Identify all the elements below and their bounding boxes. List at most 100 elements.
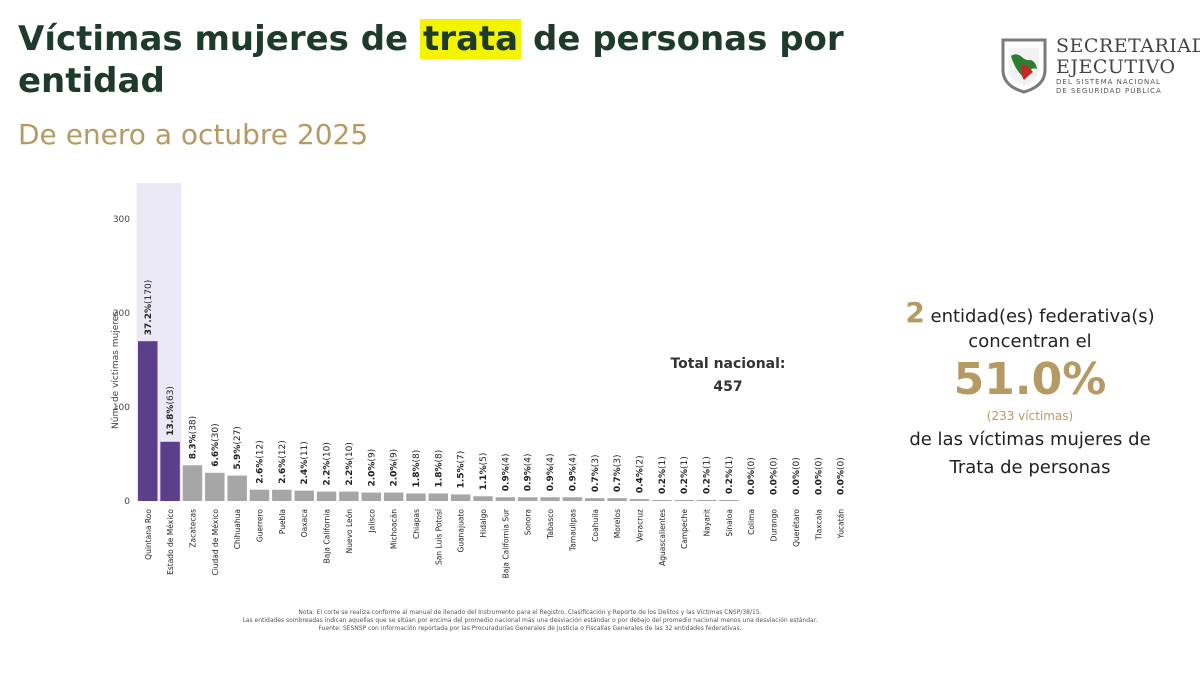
x-tick-label: Estado de México [166,509,175,575]
data-label: 1.8%(8) [412,450,422,488]
data-label-count: (3) [613,454,623,467]
x-tick-label: Hidalgo [479,509,488,538]
data-label-percent: 0.2% [725,469,735,494]
shield-icon [1001,38,1047,94]
data-label-count: (0) [792,457,802,470]
data-label-percent: 1.8% [434,463,444,488]
data-label-count: (9) [367,449,377,462]
x-tick-label: Ciudad de México [211,509,220,576]
x-tick-label: Yucatán [837,509,846,540]
page-title: Víctimas mujeres de trata de personas po… [18,18,878,102]
data-label-percent: 0.9% [568,466,578,491]
bar [383,492,404,501]
data-label: 0.7%(3) [613,454,623,492]
bar [205,472,225,501]
summary-percent: 51.0% [953,354,1107,405]
data-label-count: (9) [390,449,400,462]
data-label: 2.2%(10) [323,442,333,485]
data-label-count: (10) [345,442,355,460]
total-value: 457 [713,379,742,395]
data-label-percent: 0.2% [680,469,690,494]
data-label-percent: 0.4% [635,468,645,493]
y-tick-label: 0 [124,497,130,507]
title-part-2: de personas por entidad [18,19,844,101]
x-tick-label: Nuevo León [345,509,354,554]
bar [629,499,650,501]
summary-count: 2 [905,296,925,329]
data-label-percent: 0.7% [591,467,601,492]
data-label: 2.2%(10) [345,442,355,485]
highlight-band [158,183,182,501]
data-label: 0.4%(2) [635,455,645,493]
bar [540,497,560,501]
x-tick-label: Baja California Sur [501,508,510,578]
data-label-percent: 0.2% [658,469,668,494]
data-label-count: (1) [703,456,713,469]
x-tick-label: Baja California [323,509,332,563]
data-label-percent: 2.2% [323,461,333,486]
data-label-percent: 13.8% [166,405,176,436]
data-label-count: (0) [747,457,757,470]
data-label-count: (8) [434,450,444,463]
bar [652,500,672,501]
bar [719,500,739,501]
x-tick-label: Guanajuato [457,509,466,553]
bar [294,490,314,501]
data-label-percent: 0.0% [747,470,757,495]
data-label-percent: 0.0% [814,470,824,495]
page-subtitle: De enero a octubre 2025 [18,118,369,151]
data-label-percent: 2.2% [345,461,355,486]
x-tick-label: Sonora [524,509,533,535]
data-label: 1.1%(5) [479,453,489,491]
x-tick-label: Coahuila [591,509,600,542]
bar [585,498,605,501]
bar [428,493,449,501]
data-label-count: (1) [680,456,690,469]
summary-panel: 2 entidad(es) federativa(s) concentran e… [860,299,1200,482]
data-label-count: (2) [635,455,645,468]
logo-line-2: EJECUTIVO [1056,56,1176,78]
data-label: 0.9%(4) [501,454,511,492]
data-label-count: (10) [323,442,333,460]
bar [473,496,493,501]
x-tick-label: Sinaloa [725,509,734,536]
data-label-count: (4) [524,454,534,467]
y-tick-label: 100 [113,403,130,413]
data-label-count: (38) [188,416,198,434]
bar [495,497,516,501]
x-tick-label: Morelos [613,509,622,538]
bar [607,498,627,501]
summary-line-2: concentran el [968,331,1092,352]
y-axis-label: Núm. de víctimas mujeres [111,311,121,429]
data-label-count: (12) [256,440,266,458]
data-label-percent: 0.9% [501,466,511,491]
data-label: 0.0%(0) [792,457,802,495]
x-tick-label: Chiapas [412,509,421,539]
data-label: 0.0%(0) [747,457,757,495]
summary-line-4: Trata de personas [949,457,1111,478]
bar [182,465,203,501]
x-tick-label: Colima [747,509,756,535]
y-tick-label: 300 [113,215,130,225]
data-label-count: (0) [770,457,780,470]
data-label: 0.2%(1) [725,456,735,494]
sesnsp-logo: SECRETARIADO EJECUTIVO DEL SISTEMA NACIO… [1000,36,1200,100]
data-label: 6.6%(30) [211,423,221,466]
summary-line-1: entidad(es) federativa(s) [924,306,1155,327]
data-label: 0.2%(1) [680,456,690,494]
data-label: 0.9%(4) [524,454,534,492]
bar [517,497,538,501]
data-label-count: (11) [300,441,310,459]
x-tick-label: Veracruz [635,509,644,542]
bar [696,500,717,501]
data-label: 0.2%(1) [703,456,713,494]
data-label-percent: 6.6% [211,442,221,467]
data-label-percent: 2.6% [256,459,266,484]
bar [361,492,381,501]
data-label: 0.0%(0) [770,457,780,495]
data-label-count: (1) [725,456,735,469]
data-label-percent: 5.9% [233,445,243,470]
data-label: 2.6%(12) [278,440,288,483]
title-part-1: Víctimas mujeres de [18,19,420,59]
